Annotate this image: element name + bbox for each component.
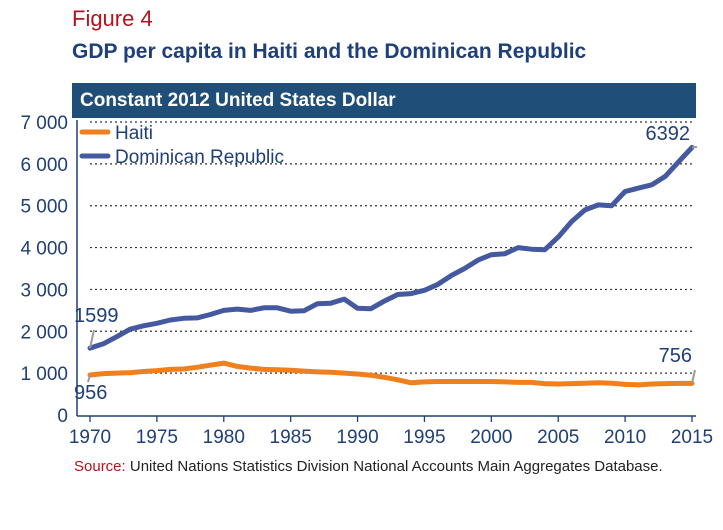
y-tick-label: 1 000 — [20, 364, 68, 385]
x-tick-label: 2015 — [671, 427, 713, 448]
x-tick-label: 1995 — [403, 427, 445, 448]
y-tick-label: 0 — [57, 406, 68, 427]
series-line-dominican-republic — [87, 144, 695, 351]
y-tick-label: 4 000 — [20, 239, 68, 260]
endpoint-labels: 1599 956 6392 756 — [74, 123, 698, 404]
source-label: Source: — [74, 458, 126, 475]
annotation-connector — [87, 374, 91, 383]
annotation-label: 6392 — [646, 123, 691, 145]
chart-title: GDP per capita in Haiti and the Dominica… — [72, 40, 587, 63]
x-tick-label: 1980 — [203, 427, 245, 448]
y-tick-label: 7 000 — [20, 113, 68, 134]
x-tick-label: 2000 — [470, 427, 512, 448]
y-tick-label: 5 000 — [20, 197, 68, 218]
legend: Haiti Dominican Republic — [79, 123, 284, 168]
grid-lines — [90, 121, 695, 374]
x-tick-label: 2010 — [604, 427, 646, 448]
source-text: United Nations Statistics Division Natio… — [125, 458, 663, 475]
units-banner: Constant 2012 United States Dollar — [72, 83, 696, 118]
y-tick-label: 6 000 — [20, 155, 68, 176]
axis-lines — [76, 120, 696, 422]
y-tick-label: 2 000 — [20, 322, 68, 343]
legend-label: Haiti — [115, 123, 153, 144]
x-tick-label: 1970 — [69, 427, 111, 448]
y-tick-labels: 0 1 000 2 000 3 000 4 000 5 000 6 000 7 000 — [20, 113, 68, 427]
y-tick-label: 3 000 — [20, 280, 68, 301]
legend-label: Dominican Republic — [115, 147, 284, 168]
x-tick-label: 1990 — [336, 427, 378, 448]
annotation-connector — [691, 369, 696, 384]
x-tick-labels: 1970 1975 1980 1985 1990 1995 2000 2005 2010 2015 — [69, 427, 713, 448]
series-line-haiti — [87, 360, 695, 388]
annotation-label: 956 — [74, 382, 107, 404]
annotation-connector — [89, 329, 95, 349]
x-tick-label: 2005 — [537, 427, 579, 448]
annotation-label: 756 — [659, 345, 692, 367]
x-tick-label: 1985 — [270, 427, 312, 448]
x-tick-label: 1975 — [136, 427, 178, 448]
source-note: Source: United Nations Statistics Divisi… — [74, 456, 694, 477]
series-lines — [87, 144, 695, 388]
annotation-label: 1599 — [74, 305, 119, 327]
figure-label: Figure 4 — [72, 6, 153, 31]
line-chart: 0 1 000 2 000 3 000 4 000 5 000 6 000 7 000 197… — [20, 113, 713, 448]
